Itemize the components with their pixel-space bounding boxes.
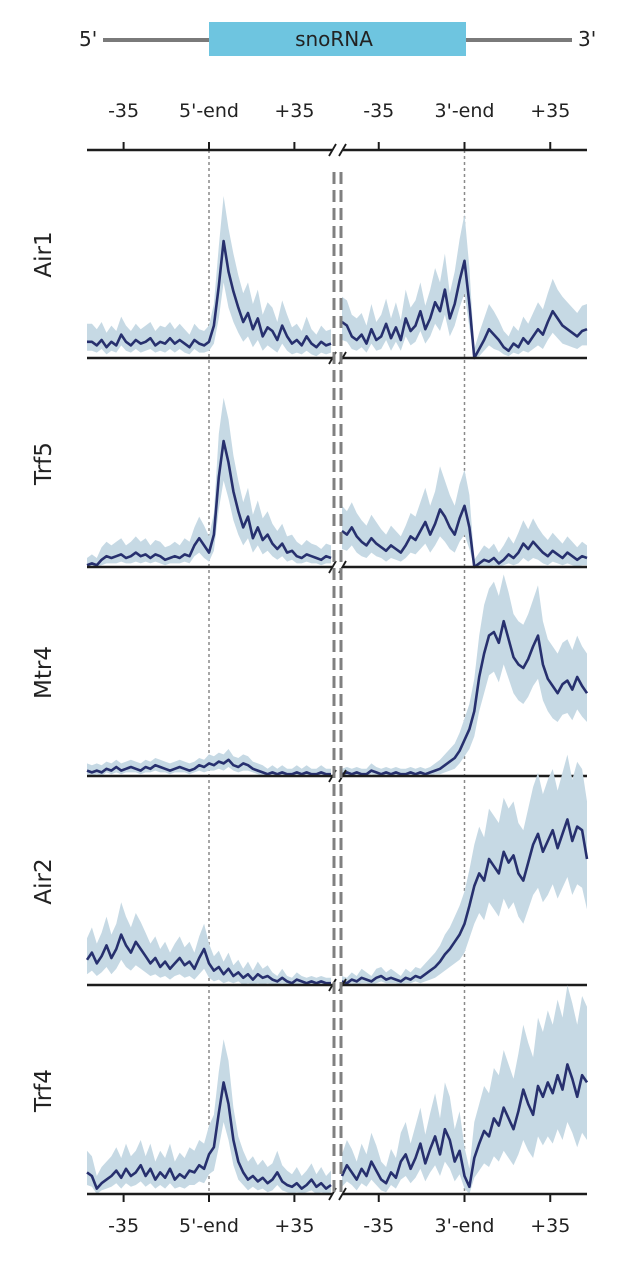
confidence-band-mtr4-seg2 bbox=[342, 574, 587, 776]
x-tick-label-top: -35 bbox=[108, 100, 139, 122]
signal-line-air1-seg2 bbox=[341, 259, 588, 360]
x-tick-label-top: +35 bbox=[274, 100, 314, 122]
x-tick-label-top: -35 bbox=[363, 100, 394, 122]
five-prime-label: 5' bbox=[79, 27, 97, 51]
panel-label: Mtr4 bbox=[31, 646, 57, 699]
x-tick-label-bottom: +35 bbox=[274, 1215, 314, 1237]
x-tick-label-top: +35 bbox=[530, 100, 570, 122]
signal-line-trf5-seg1 bbox=[86, 439, 332, 567]
metagene-chart: Air1 Trf5 Mtr4 Air2 Trf4 -35 -35 5'-end 5'-end +3… bbox=[31, 100, 589, 1237]
panel-label: Air2 bbox=[31, 858, 57, 904]
panel-air2: Air2 bbox=[31, 754, 589, 992]
end-guides bbox=[208, 150, 466, 1194]
signal-line-mtr4-seg1 bbox=[86, 758, 331, 776]
signal-line-mtr4-seg2 bbox=[341, 619, 589, 776]
confidence-band-trf4-seg2 bbox=[342, 985, 587, 1194]
x-tick-label-top: 3'-end bbox=[435, 100, 495, 122]
confidence-band-air2-seg2 bbox=[342, 754, 587, 985]
axis-break-mark bbox=[328, 560, 337, 574]
axis-break-lines bbox=[332, 172, 343, 1194]
x-tick-label-bottom: -35 bbox=[363, 1215, 394, 1237]
signal-line-air2-seg1 bbox=[85, 933, 331, 985]
confidence-band-trf5-seg1 bbox=[87, 397, 331, 567]
axis-break-mark bbox=[338, 143, 347, 157]
x-tick-label-top: 5'-end bbox=[179, 100, 239, 122]
panel-label: Trf5 bbox=[31, 442, 57, 486]
panel-label: Air1 bbox=[31, 231, 57, 277]
panel-mtr4: Mtr4 bbox=[31, 574, 589, 783]
top-axis bbox=[87, 143, 587, 157]
x-tick-label-bottom: -35 bbox=[108, 1215, 139, 1237]
snorna-label: snoRNA bbox=[295, 27, 373, 51]
x-tick-label-bottom: 5'-end bbox=[179, 1215, 239, 1237]
confidence-band-air1-seg2 bbox=[342, 214, 587, 358]
signal-line-trf4-seg2 bbox=[340, 1063, 589, 1189]
confidence-band-air2-seg1 bbox=[87, 902, 331, 985]
axis-break-mark bbox=[338, 1187, 347, 1201]
panel-trf5: Trf5 bbox=[31, 397, 588, 574]
signal-line-air1-seg1 bbox=[87, 239, 332, 349]
confidence-band-trf4-seg1 bbox=[87, 1039, 331, 1194]
x-ticks: -35 -35 5'-end 5'-end +35 +35 -35 -35 3'-end 3'-e… bbox=[108, 100, 570, 1237]
three-prime-label: 3' bbox=[578, 27, 596, 51]
panel-label: Trf4 bbox=[31, 1069, 57, 1113]
signal-line-trf5-seg2 bbox=[341, 504, 588, 569]
signal-line-trf4-seg1 bbox=[86, 1081, 332, 1190]
panel-air1: Air1 bbox=[31, 196, 588, 365]
panel-trf4: Trf4 bbox=[31, 985, 589, 1201]
x-tick-label-bottom: 3'-end bbox=[435, 1215, 495, 1237]
x-tick-label-bottom: +35 bbox=[530, 1215, 570, 1237]
confidence-band-trf5-seg2 bbox=[342, 466, 587, 567]
confidence-band-air1-seg1 bbox=[87, 196, 331, 357]
signal-line-air2-seg2 bbox=[341, 818, 589, 985]
gene-diagram: snoRNA 5' 3' bbox=[79, 22, 596, 56]
axis-break-mark bbox=[328, 143, 337, 157]
snorna-box bbox=[209, 22, 466, 56]
